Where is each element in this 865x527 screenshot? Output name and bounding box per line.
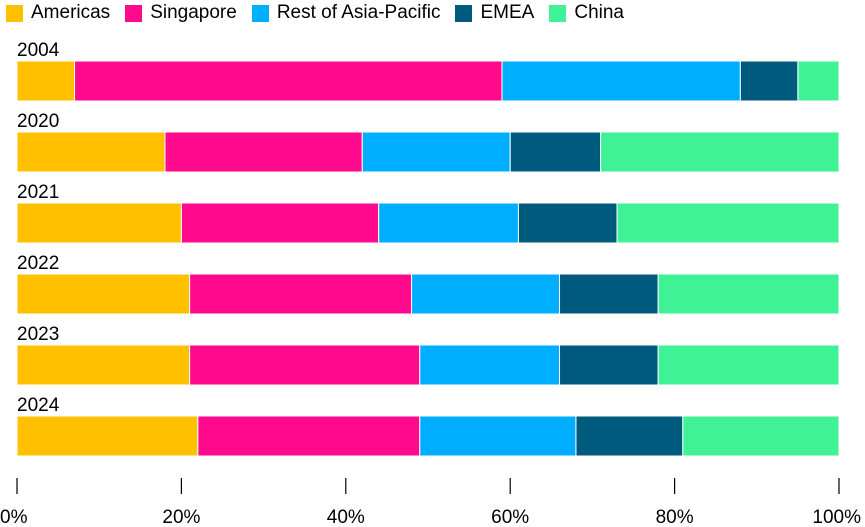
bar-segment (361, 131, 511, 173)
bar-segment (559, 273, 659, 315)
bar-segment (419, 344, 561, 386)
legend-swatch (251, 4, 269, 22)
legend-label: Singapore (150, 2, 237, 23)
bar-segment (517, 202, 618, 244)
chart-legend: Americas Singapore Rest of Asia-Pacific EME… (6, 2, 639, 24)
bar-segment (197, 415, 421, 457)
bar-segment (411, 273, 561, 315)
legend-item: Singapore (125, 2, 237, 24)
legend-label: Americas (31, 2, 111, 23)
bar-segment (16, 344, 191, 386)
bar-segment (189, 344, 421, 386)
bar-segment (600, 131, 840, 173)
legend-swatch (125, 4, 143, 22)
legend-item: Americas (6, 2, 110, 24)
bar-segment (164, 131, 363, 173)
x-tick-label: 40% (327, 507, 365, 527)
bar-segment (16, 273, 191, 315)
legend-label: EMEA (480, 2, 535, 23)
bar-segment (739, 60, 799, 102)
x-tick-label: 0% (0, 507, 28, 527)
x-tick-label: 100% (812, 507, 861, 527)
bar-segment (189, 273, 413, 315)
legend-label: Rest of Asia-Pacific (276, 2, 441, 23)
x-tick-label: 60% (491, 507, 529, 527)
bar-segment (501, 60, 741, 102)
category-label: 2022 (17, 253, 59, 274)
category-label: 2023 (17, 324, 59, 345)
legend-swatch (6, 4, 23, 22)
bar-segment (657, 273, 840, 315)
legend-swatch (549, 4, 567, 22)
category-label: 2021 (17, 182, 59, 203)
bar-segment (657, 344, 840, 386)
legend-swatch (455, 4, 473, 22)
bar-segment (797, 60, 840, 102)
bar-segment (74, 60, 503, 102)
legend-item: Rest of Asia-Pacific (251, 2, 441, 24)
bar-segment (180, 202, 380, 244)
bar-segment (16, 415, 199, 457)
category-label: 2024 (17, 395, 60, 416)
x-tick-label: 80% (656, 507, 694, 527)
bar-segment (682, 415, 840, 457)
bar-segment (616, 202, 840, 244)
bar-segment (509, 131, 602, 173)
category-label: 2004 (17, 40, 60, 61)
legend-label: China (574, 2, 624, 23)
bar-segment (16, 60, 76, 102)
bar-segment (419, 415, 577, 457)
x-tick-label: 20% (162, 507, 200, 527)
legend-item: EMEA (455, 2, 534, 24)
bar-segment (16, 131, 166, 173)
bar-segment (378, 202, 519, 244)
bar-segment (16, 202, 182, 244)
category-label: 2020 (17, 111, 59, 132)
bar-segment (559, 344, 659, 386)
legend-item: China (549, 2, 624, 24)
bar-segment (575, 415, 684, 457)
